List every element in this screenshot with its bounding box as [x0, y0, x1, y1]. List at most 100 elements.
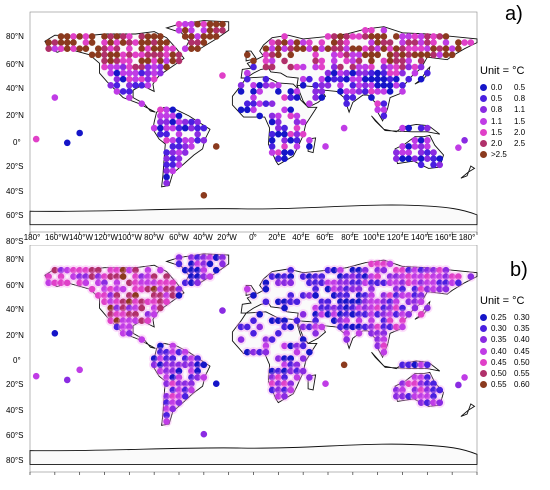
station-dot: [157, 298, 164, 306]
station-dot: [312, 63, 319, 71]
station-dot: [461, 374, 468, 381]
station-dot: [275, 298, 282, 306]
station-dot: [324, 304, 332, 312]
legend-low: 2.0: [491, 139, 503, 149]
station-dot: [281, 386, 288, 394]
station-dot: [287, 88, 295, 95]
station-dot: [243, 323, 251, 331]
station-dot: [175, 386, 183, 394]
station-dot: [293, 298, 301, 306]
station-dot: [194, 260, 201, 268]
legend-high: 0.60: [514, 380, 530, 390]
station-dot: [82, 279, 90, 287]
station-dot: [442, 39, 450, 46]
station-dot: [157, 33, 164, 40]
station-dot: [181, 266, 189, 274]
station-dot: [138, 57, 146, 65]
station-dot: [138, 100, 146, 107]
station-dot: [349, 279, 357, 287]
station-dot: [442, 33, 450, 40]
legend-low: 0.5: [491, 94, 503, 104]
station-dot: [219, 20, 226, 28]
station-dot: [374, 266, 381, 274]
station-dot: [368, 298, 375, 306]
legend-item: 0.35 0.40: [480, 334, 550, 345]
station-dot: [113, 317, 121, 324]
station-dot: [343, 329, 350, 337]
station-dot: [262, 298, 270, 306]
station-dot: [144, 273, 152, 280]
station-dot: [343, 69, 350, 77]
station-dot: [324, 285, 332, 293]
station-dot: [101, 273, 108, 280]
station-dot: [287, 323, 295, 331]
station-dot: [138, 285, 146, 293]
station-dot: [163, 411, 170, 419]
station-dot: [82, 39, 90, 46]
station-dot: [144, 82, 152, 89]
station-dot: [138, 45, 146, 52]
station-dot: [188, 143, 195, 150]
station-dot: [132, 273, 139, 280]
station-dot: [399, 155, 406, 162]
station-dot: [306, 273, 313, 280]
legend-title: Unit = °C: [480, 65, 525, 77]
station-dot: [163, 39, 170, 46]
station-dot: [144, 298, 152, 306]
station-dot: [119, 317, 127, 324]
lat-label: 80°S: [6, 237, 24, 246]
station-dot: [337, 266, 344, 274]
station-dot: [70, 39, 77, 46]
station-dot: [355, 279, 363, 287]
station-dot: [361, 279, 369, 287]
station-dot: [163, 112, 170, 120]
station-dot: [436, 45, 444, 52]
station-dot: [322, 380, 329, 388]
station-dot: [281, 342, 288, 350]
station-dot: [436, 51, 444, 59]
station-dot: [287, 45, 295, 52]
station-dot: [194, 279, 201, 287]
station-dot: [107, 69, 115, 77]
legend-swatch: [480, 381, 487, 389]
station-dot: [200, 254, 208, 261]
station-dot: [169, 137, 177, 144]
station-dot: [343, 273, 350, 280]
map-b: [29, 245, 478, 475]
station-dot: [63, 266, 71, 274]
station-dot: [380, 45, 388, 52]
station-dot: [175, 161, 183, 169]
lon-label: 160°E: [435, 233, 457, 242]
station-dot: [380, 106, 388, 114]
station-dot: [417, 75, 425, 83]
station-dot: [293, 63, 301, 71]
station-dot: [368, 27, 375, 34]
station-dot: [392, 69, 400, 77]
station-dot: [287, 273, 295, 280]
station-dot: [250, 292, 257, 299]
lat-label: 0°: [13, 356, 21, 365]
station-dot: [169, 57, 177, 65]
station-dot: [355, 63, 363, 71]
station-dot: [119, 311, 127, 318]
station-dot: [455, 45, 462, 52]
station-dot: [169, 143, 177, 150]
station-dot: [368, 94, 375, 101]
station-dot: [374, 33, 381, 40]
station-dot: [181, 279, 189, 287]
station-dot: [337, 298, 344, 306]
station-dot: [287, 361, 295, 369]
station-dot: [368, 304, 375, 312]
station-dot: [113, 292, 121, 299]
lat-label: 60°S: [6, 431, 24, 440]
station-dot: [386, 317, 394, 324]
station-dot: [237, 323, 245, 331]
station-dot: [361, 323, 369, 331]
station-dot: [374, 260, 381, 268]
station-dot: [399, 69, 406, 77]
station-dot: [405, 380, 413, 388]
station-dot: [175, 112, 183, 120]
station-dot: [144, 51, 152, 59]
station-dot: [163, 348, 170, 356]
station-dot: [287, 292, 295, 299]
